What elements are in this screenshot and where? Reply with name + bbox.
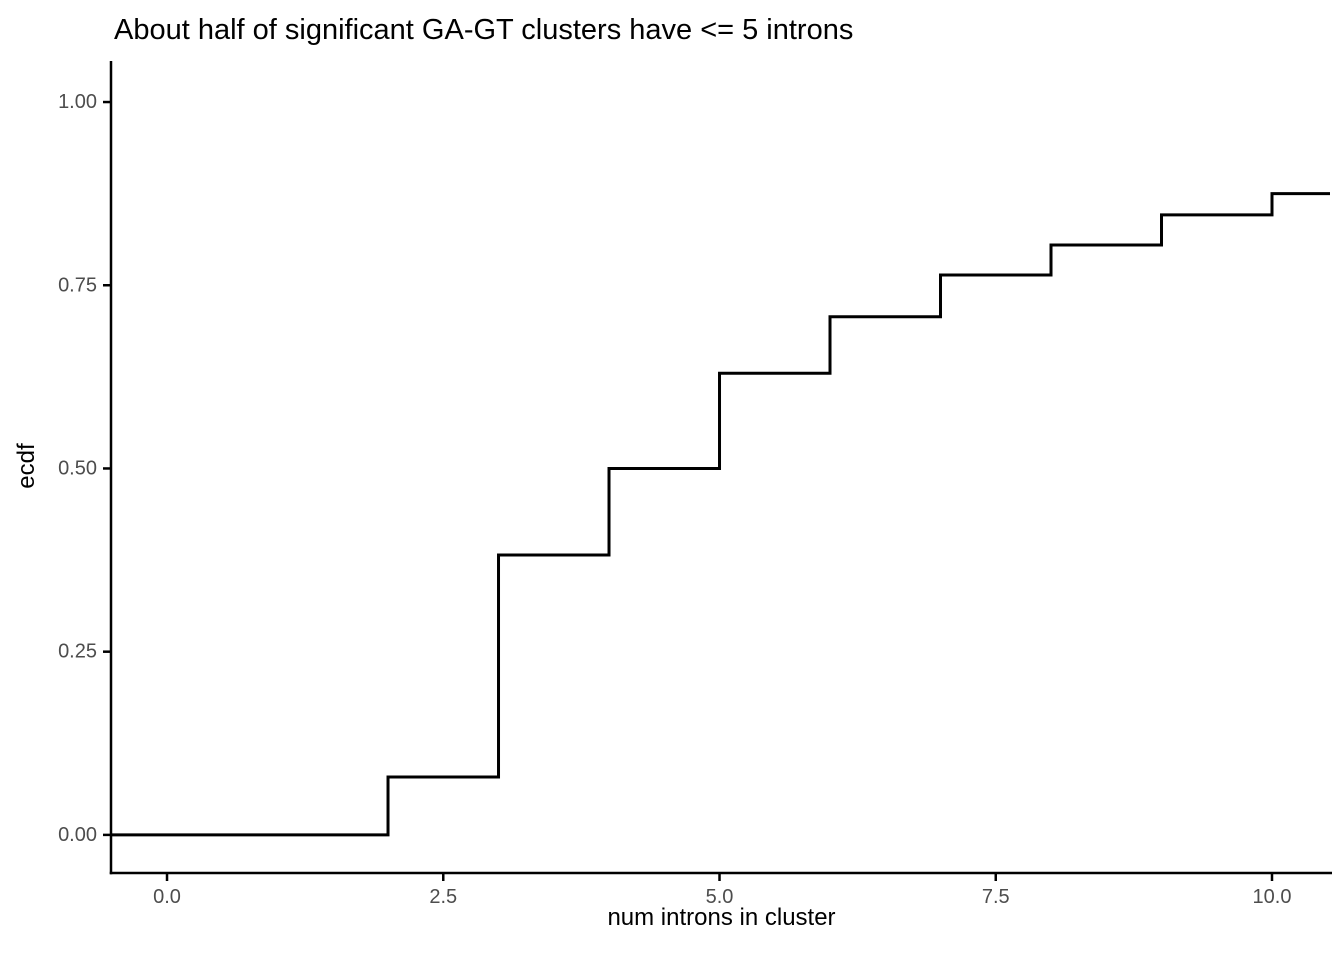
x-tick-label: 10.0 (1253, 886, 1292, 908)
x-axis-title: num introns in cluster (607, 904, 836, 931)
y-axis-title: ecdf (13, 443, 40, 489)
ecdf-step-line (111, 192, 1330, 837)
y-tick-label: 0.00 (58, 824, 97, 846)
x-tick-label: 7.5 (982, 886, 1010, 908)
y-tick-label: 1.00 (58, 91, 97, 113)
x-tick-label: 0.0 (153, 886, 181, 908)
x-tick-label: 5.0 (706, 886, 734, 908)
chart-title: About half of significant GA-GT clusters… (114, 14, 854, 46)
y-tick-label: 0.50 (58, 457, 97, 479)
x-tick-label: 2.5 (429, 886, 457, 908)
y-tick-label: 0.25 (58, 641, 97, 663)
y-tick-label: 0.75 (58, 274, 97, 296)
